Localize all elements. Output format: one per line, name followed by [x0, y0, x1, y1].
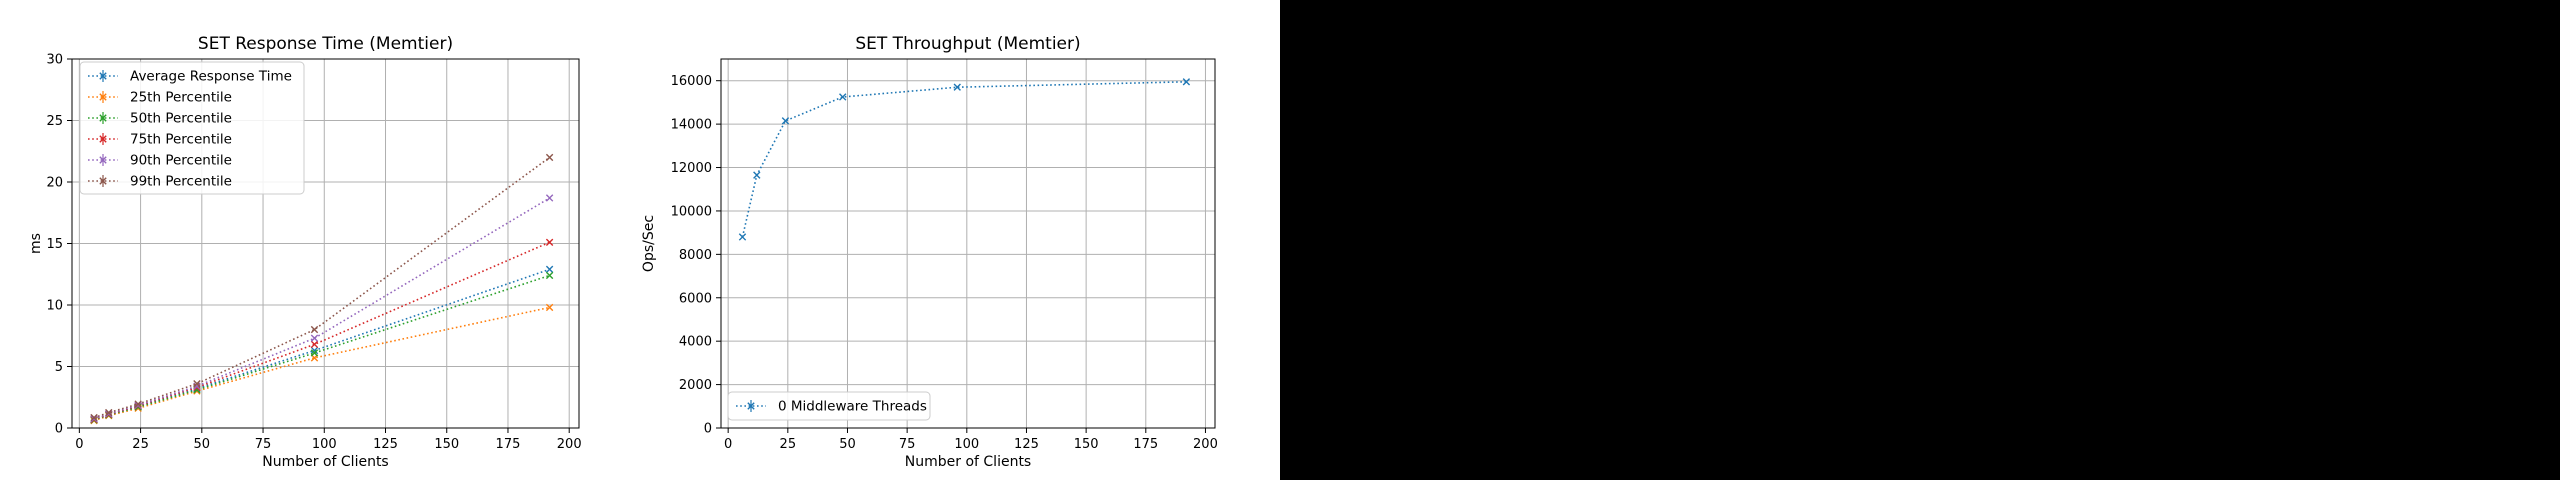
data-point-marker — [839, 93, 847, 101]
x-axis-label: Number of Clients — [905, 454, 1031, 470]
x-tick-label: 125 — [1014, 437, 1039, 452]
legend-label: 75th Percentile — [130, 132, 232, 148]
x-tick-label: 200 — [1193, 437, 1218, 452]
data-point-marker — [310, 349, 319, 357]
black-panel — [1280, 0, 2560, 480]
x-tick-label: 25 — [132, 437, 149, 452]
legend-marker — [99, 156, 107, 164]
legend-label: 99th Percentile — [130, 174, 232, 190]
x-tick-label: 75 — [255, 437, 272, 452]
legend-label: 25th Percentile — [130, 90, 232, 106]
x-tick-label: 100 — [312, 437, 337, 452]
y-tick-label: 16000 — [671, 74, 712, 89]
data-point-marker — [1182, 78, 1191, 86]
legend-label: 90th Percentile — [130, 153, 232, 169]
y-tick-label: 15 — [46, 237, 63, 252]
data-point-marker — [134, 400, 142, 408]
series-line-3 — [93, 241, 550, 421]
data-point-marker — [545, 271, 554, 280]
chart-title: SET Throughput (Memtier) — [855, 34, 1080, 54]
y-tick-label: 2000 — [679, 378, 712, 393]
data-point-marker — [310, 334, 319, 342]
x-tick-label: 150 — [1074, 437, 1099, 452]
legend-box — [79, 61, 305, 195]
data-point-marker — [545, 265, 554, 274]
series-line-5 — [93, 156, 551, 419]
chart-panel-0: 0 25 50 75 100 125 150 175 200 0 5 10 15 20 25 30 SET Re… — [28, 34, 582, 470]
y-tick-label: 20 — [46, 176, 63, 191]
data-point-marker — [753, 171, 761, 179]
x-tick-label: 100 — [954, 437, 979, 452]
x-tick-label: 150 — [434, 437, 459, 452]
y-tick-label: 0 — [704, 422, 712, 437]
y-tick-label: 25 — [46, 114, 63, 129]
legend-marker — [99, 72, 107, 80]
y-axis-label: Ops/Sec — [641, 215, 657, 272]
y-tick-label: 10 — [46, 299, 63, 314]
y-tick-label: 12000 — [671, 161, 712, 176]
x-tick-label: 0 — [75, 437, 83, 452]
figure-canvas: 0 25 50 75 100 125 150 175 200 0 5 10 15 20 25 30 SET Re… — [0, 0, 1280, 480]
y-tick-label: 8000 — [679, 248, 712, 263]
series-line-1 — [93, 306, 550, 422]
y-tick-label: 0 — [55, 422, 63, 437]
data-point-marker — [193, 380, 201, 388]
x-tick-label: 25 — [780, 437, 797, 452]
x-tick-label: 50 — [839, 437, 856, 452]
legend-marker — [99, 135, 107, 143]
series-line-0 — [741, 80, 1187, 238]
y-tick-label: 4000 — [679, 335, 712, 350]
legend-box — [727, 391, 931, 421]
x-tick-label: 125 — [373, 437, 398, 452]
y-tick-label: 6000 — [679, 291, 712, 306]
data-point-marker — [545, 194, 554, 202]
y-tick-label: 10000 — [671, 204, 712, 219]
data-point-marker — [90, 415, 98, 423]
data-point-marker — [781, 117, 790, 125]
data-point-marker — [134, 401, 142, 409]
series-line-4 — [93, 197, 551, 420]
chart-panel-1: 0 25 50 75 100 125 150 175 200020004000600080001… — [641, 34, 1218, 470]
x-tick-label: 75 — [899, 437, 916, 452]
x-tick-label: 50 — [194, 437, 211, 452]
y-tick-label: 14000 — [671, 118, 712, 133]
data-point-marker — [738, 233, 747, 241]
data-point-marker — [105, 408, 113, 417]
y-axis-label: ms — [28, 233, 44, 254]
x-tick-label: 175 — [496, 437, 521, 452]
legend-marker — [99, 177, 107, 185]
legend: 0 Middleware Threads — [727, 391, 931, 421]
x-tick-label: 200 — [557, 437, 582, 452]
data-point-marker — [90, 413, 98, 422]
x-tick-label: 175 — [1133, 437, 1158, 452]
data-point-marker — [545, 303, 554, 312]
data-point-marker — [545, 153, 554, 162]
plot-frame — [71, 58, 580, 429]
legend-label: 0 Middleware Threads — [778, 399, 927, 415]
legend-marker — [99, 114, 107, 122]
data-point-marker — [310, 325, 319, 334]
data-point-marker — [310, 340, 319, 349]
legend-label: Average Response Time — [130, 69, 292, 85]
legend-marker — [99, 93, 107, 101]
y-tick-label: 30 — [46, 53, 63, 68]
x-axis-label: Number of Clients — [262, 454, 388, 470]
x-tick-label: 0 — [724, 437, 732, 452]
data-point-marker — [545, 238, 554, 246]
legend-label: 50th Percentile — [130, 111, 232, 127]
y-tick-label: 5 — [55, 360, 63, 375]
legend: Average Response Time 25th Percentile 50th… — [79, 61, 305, 195]
legend-marker — [747, 402, 755, 410]
data-point-marker — [953, 83, 961, 91]
chart-title: SET Response Time (Memtier) — [198, 34, 453, 54]
plot-frame — [720, 58, 1216, 429]
data-point-marker — [134, 403, 142, 411]
